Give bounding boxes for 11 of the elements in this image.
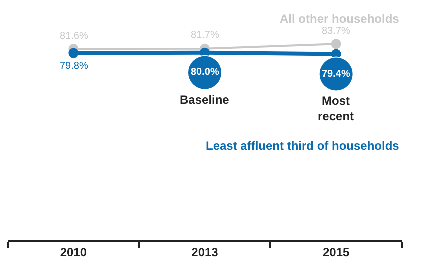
text: Most recent — [318, 94, 354, 124]
point — [331, 39, 342, 50]
data-label: 79.8% — [60, 61, 88, 72]
x-tick-label: 2013 — [192, 245, 219, 260]
text: Least affluent third of households — [206, 139, 400, 153]
text: Baseline — [180, 93, 230, 107]
data-label: 79.4% — [322, 69, 350, 80]
point — [68, 48, 79, 58]
x-tick-label: 2015 — [322, 245, 350, 260]
x-tick-label: 2010 — [60, 245, 88, 260]
data-label: 80.0% — [191, 67, 220, 78]
